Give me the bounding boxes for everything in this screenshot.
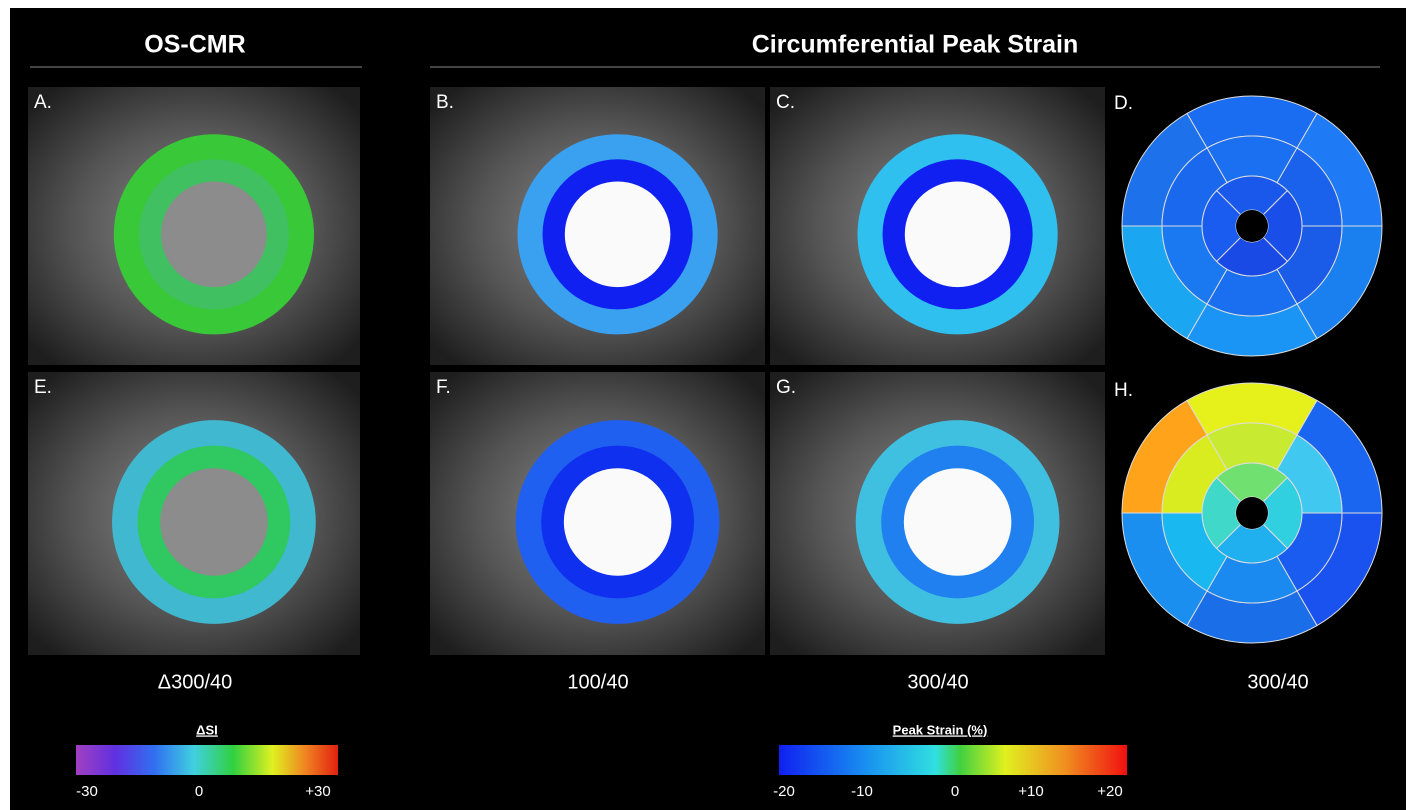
panel-label: F. bbox=[436, 377, 451, 398]
panel-label: D. bbox=[1114, 93, 1133, 114]
panel-label: G. bbox=[776, 377, 796, 398]
colorbar-tick: +20 bbox=[1097, 783, 1122, 800]
panel-label: C. bbox=[776, 92, 795, 113]
header: Circumferential Peak Strain bbox=[752, 31, 1079, 59]
colorbar-tick: 0 bbox=[195, 783, 203, 800]
panel-label: H. bbox=[1114, 380, 1133, 401]
blood-pool bbox=[565, 182, 671, 288]
caption: 300/40 bbox=[1247, 671, 1308, 693]
blood-pool bbox=[161, 182, 267, 288]
colorbar bbox=[779, 745, 1127, 775]
colorbar bbox=[76, 745, 338, 775]
blood-pool bbox=[904, 468, 1012, 576]
caption: Δ300/40 bbox=[158, 671, 233, 693]
panel-label: B. bbox=[436, 92, 454, 113]
colorbar-tick: -20 bbox=[773, 783, 795, 800]
caption: 300/40 bbox=[907, 671, 968, 693]
caption: 100/40 bbox=[567, 671, 628, 693]
colorbar-title: ΔSI bbox=[196, 722, 218, 737]
figure: OS-CMR Circumferential Peak Strain Δ300/… bbox=[0, 0, 1416, 810]
colorbar-tick: -30 bbox=[76, 783, 98, 800]
colorbar-tick: 0 bbox=[951, 783, 959, 800]
blood-pool bbox=[905, 182, 1011, 288]
colorbar-title: Peak Strain (%) bbox=[893, 722, 988, 737]
panel-label: A. bbox=[34, 92, 52, 113]
colorbar-tick: +10 bbox=[1018, 783, 1043, 800]
colorbar-tick: -10 bbox=[851, 783, 873, 800]
panel-label: E. bbox=[34, 377, 52, 398]
blood-pool bbox=[564, 468, 672, 576]
apex bbox=[1236, 210, 1268, 242]
blood-pool bbox=[160, 468, 268, 576]
header: OS-CMR bbox=[144, 31, 245, 59]
apex bbox=[1236, 497, 1268, 529]
colorbar-tick: +30 bbox=[305, 783, 330, 800]
